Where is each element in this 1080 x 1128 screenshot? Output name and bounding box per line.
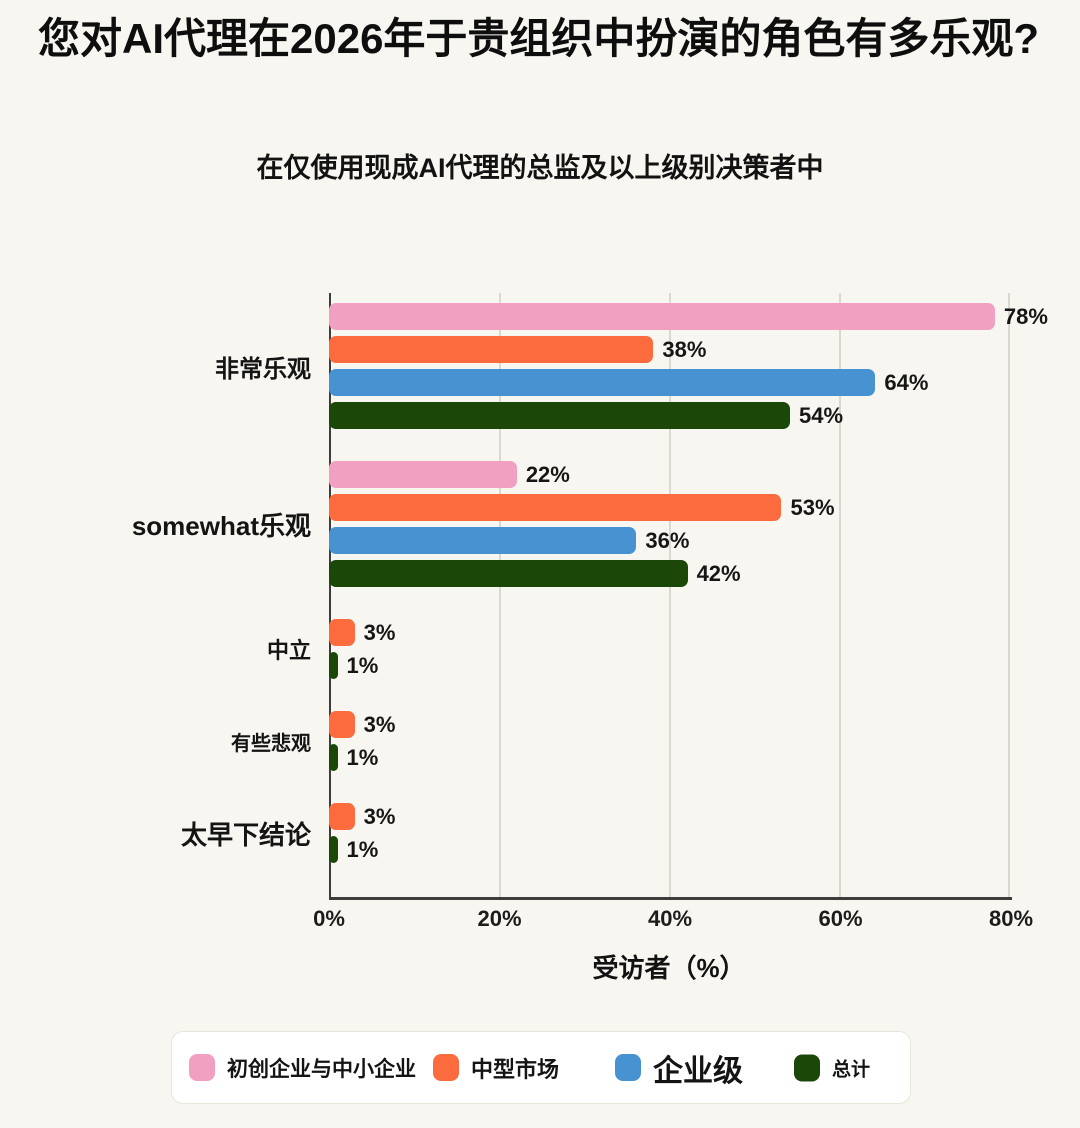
- bar-value-label: 22%: [525, 461, 570, 487]
- legend-swatch-green: [794, 1054, 820, 1081]
- bar-value-label: 54%: [799, 402, 844, 428]
- category-group: 中立 3% 1%: [0, 619, 1012, 679]
- x-tick-label: 20%: [477, 906, 522, 931]
- bar: [329, 527, 637, 554]
- legend-swatch-blue: [615, 1054, 641, 1081]
- category-label: 太早下结论: [180, 819, 311, 850]
- bar: [329, 652, 338, 679]
- gridline-40: [669, 293, 671, 900]
- category-group: somewhat乐观 22% 53% 36% 42%: [0, 461, 1012, 587]
- category-bars: 78% 38% 64% 54%: [329, 303, 1048, 429]
- bar: [329, 803, 355, 830]
- x-axis-line: [329, 897, 1012, 900]
- x-tick-label: 0%: [313, 906, 345, 931]
- bar-value-label: 36%: [645, 527, 690, 553]
- bar: [329, 303, 995, 330]
- category-group: 非常乐观 78% 38% 64% 54%: [0, 303, 1048, 429]
- gridline-60: [839, 293, 841, 900]
- legend-swatch-orange: [433, 1054, 459, 1081]
- category-bars: 3% 1%: [329, 619, 1012, 679]
- legend-item-startups: 初创企业与中小企业: [189, 1053, 416, 1083]
- bar-value-label: 53%: [790, 494, 835, 520]
- category-group: 太早下结论 3% 1%: [0, 803, 1012, 863]
- bar-chart: 非常乐观 78% 38% 64% 54% somewhat乐观 22% 53% 36% 42% 中立…: [0, 293, 1048, 900]
- bar-row: 1%: [329, 836, 1012, 863]
- x-axis-ticks: 0% 20% 40% 60% 80%: [0, 906, 1080, 938]
- bar: [329, 494, 782, 521]
- legend: 初创企业与中小企业 中型市场 企业级 总计: [171, 1031, 911, 1104]
- bar-row: 54%: [329, 402, 1012, 429]
- bar-row: 53%: [329, 494, 1012, 521]
- gridline-20: [499, 293, 501, 900]
- bar-value-label: 1%: [346, 652, 379, 678]
- bar-value-label: 64%: [884, 369, 929, 395]
- category-label: 中立: [266, 638, 311, 663]
- bar: [329, 711, 355, 738]
- bar: [329, 369, 876, 396]
- bar-row: 64%: [329, 369, 1012, 396]
- category-bars: 22% 53% 36% 42%: [329, 461, 1012, 587]
- plot-area: [329, 293, 1010, 900]
- legend-label: 初创企业与中小企业: [227, 1057, 416, 1081]
- bar: [329, 402, 791, 429]
- bar-value-label: 38%: [662, 336, 707, 362]
- legend-item-enterprise: 企业级: [615, 1046, 743, 1090]
- legend-label: 总计: [832, 1059, 871, 1080]
- category-group: 有些悲观 3% 1%: [0, 711, 1012, 771]
- bar-row: 78%: [329, 303, 1048, 330]
- bar: [329, 461, 517, 488]
- bar-value-label: 78%: [1003, 303, 1048, 329]
- bar-value-label: 1%: [346, 836, 379, 862]
- x-axis-title: 受访者（%）: [592, 953, 746, 983]
- bar-value-label: 3%: [363, 803, 396, 829]
- bar-value-label: 1%: [346, 744, 379, 770]
- bar-row: 38%: [329, 336, 1012, 363]
- category-label: 非常乐观: [215, 355, 311, 383]
- bar: [329, 560, 688, 587]
- legend-swatch-pink: [189, 1054, 215, 1081]
- bar: [329, 619, 355, 646]
- category-label: somewhat乐观: [131, 510, 311, 541]
- legend-label: 企业级: [653, 1054, 743, 1088]
- x-tick-label: 60%: [818, 906, 863, 931]
- y-axis-line: [329, 293, 331, 900]
- legend-label: 中型市场: [471, 1056, 560, 1082]
- bar-row: 1%: [329, 652, 1012, 679]
- bar-row: 3%: [329, 711, 1012, 738]
- category-bars: 3% 1%: [329, 803, 1012, 863]
- chart-subtitle: 在仅使用现成AI代理的总监及以上级别决策者中: [256, 153, 824, 183]
- category-label: 有些悲观: [231, 732, 311, 755]
- legend-item-midmarket: 中型市场: [433, 1052, 559, 1084]
- bar-value-label: 3%: [363, 619, 396, 645]
- bar-value-label: 3%: [363, 711, 396, 737]
- category-bars: 3% 1%: [329, 711, 1012, 771]
- bar-row: 36%: [329, 527, 1012, 554]
- bar: [329, 836, 338, 863]
- legend-item-total: 总计: [794, 1054, 870, 1081]
- bar: [329, 336, 654, 363]
- bar-row: 3%: [329, 619, 1012, 646]
- bar-groups: 非常乐观 78% 38% 64% 54% somewhat乐观 22% 53% 36% 42% 中立…: [0, 293, 1048, 900]
- gridline-80: [1008, 293, 1010, 900]
- bar-row: 22%: [329, 461, 1012, 488]
- bar-row: 42%: [329, 560, 1012, 587]
- bar-row: 1%: [329, 744, 1012, 771]
- bar: [329, 744, 338, 771]
- bar-row: 3%: [329, 803, 1012, 830]
- bar-value-label: 42%: [696, 560, 741, 586]
- page-title: 您对AI代理在2026年于贵组织中扮演的角色有多乐观?: [38, 15, 1040, 62]
- x-tick-label: 40%: [647, 906, 693, 931]
- x-tick-label: 80%: [988, 906, 1034, 931]
